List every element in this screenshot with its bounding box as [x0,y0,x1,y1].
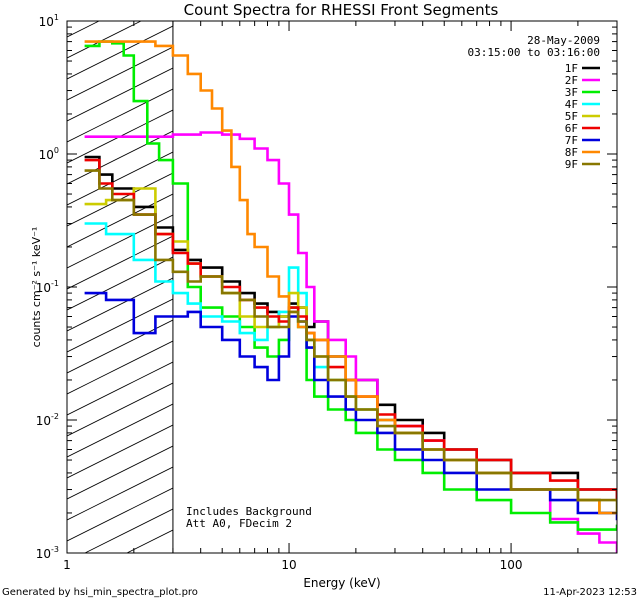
hatch-line [67,445,173,500]
hatch-line [67,424,173,479]
chart-title: Count Spectra for RHESSI Front Segments [184,1,499,19]
hatch-line [84,508,173,553]
series-line-8F [84,40,617,515]
y-tick-label: 10-1 [36,279,59,295]
hatch-line [67,21,142,59]
hatch-line [67,403,173,458]
hatch-line [67,109,173,164]
y-axis-label: counts cm⁻² s⁻¹ keV⁻¹ [30,227,43,348]
hatch-line [67,298,173,353]
series-line-7F [84,291,617,521]
series-line-5F [84,187,617,515]
x-tick-label: 10 [281,558,296,572]
series-line-3F [84,40,617,531]
hatch-line [0,0,151,553]
legend-date: 28-May-2009 [527,34,600,47]
hatch-line [0,0,193,553]
y-tick-label: 101 [39,13,59,29]
hatch-line [67,193,173,248]
timestamp-label: 11-Apr-2023 12:53 [543,587,637,598]
legend-label-2F: 2F [565,74,578,87]
excluded-energy-hatch [0,0,193,553]
legend-label-7F: 7F [565,134,578,147]
legend-label-1F: 1F [565,62,578,75]
hatch-line [67,256,173,311]
hatch-line [67,382,173,437]
x-axis-label: Energy (keV) [303,576,380,590]
legend-label-9F: 9F [565,158,578,171]
series-line-4F [84,222,617,515]
hatch-line [67,46,173,101]
legend-label-5F: 5F [565,110,578,123]
legend-time-range: 03:15:00 to 03:16:00 [468,46,600,59]
note-attenuator: Att A0, FDecim 2 [186,517,292,530]
generated-by-label: Generated by hsi_min_spectra_plot.pro [2,587,198,598]
x-tick-label: 100 [500,558,523,572]
legend-label-8F: 8F [565,146,578,159]
hatch-line [67,130,173,185]
hatch-line [67,277,173,332]
x-tick-label: 1 [63,558,71,572]
hatch-line [67,340,173,395]
y-tick-label: 10-2 [36,412,59,428]
hatch-line [67,151,173,206]
hatch-line [67,25,173,80]
series-line-9F [84,169,617,515]
y-tick-label: 10-3 [36,545,59,561]
note-includes-background: Includes Background [186,505,312,518]
hatch-line [67,319,173,374]
series-line-6F [84,158,617,502]
legend-label-3F: 3F [565,86,578,99]
series-line-1F [84,155,617,502]
hatch-line [67,214,173,269]
hatch-line [67,466,173,521]
hatch-line [67,361,173,416]
legend-label-6F: 6F [565,122,578,135]
hatch-line [67,235,173,290]
y-tick-label: 100 [39,146,59,162]
legend-label-4F: 4F [565,98,578,111]
